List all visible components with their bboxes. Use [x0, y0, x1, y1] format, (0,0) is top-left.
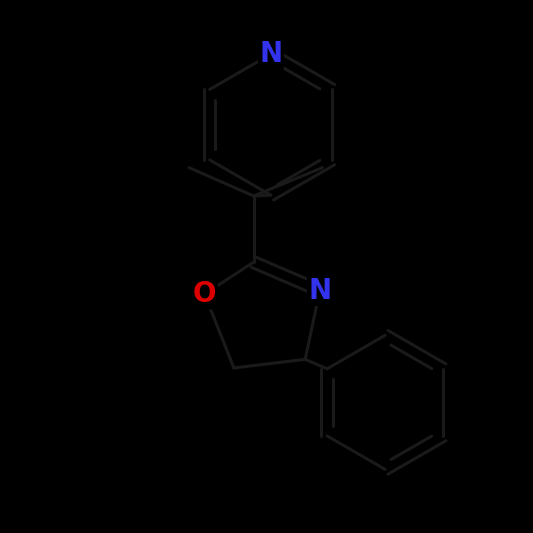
- Text: O: O: [193, 280, 216, 308]
- Text: N: N: [259, 40, 282, 68]
- Text: N: N: [308, 277, 332, 304]
